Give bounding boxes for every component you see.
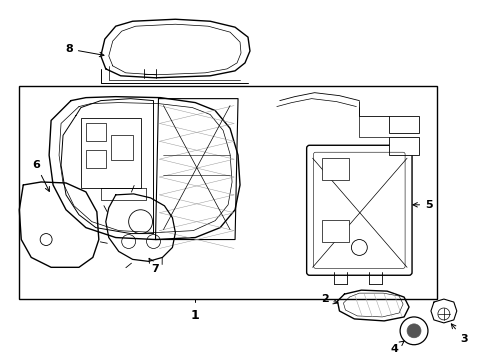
Bar [19, 86, 437, 299]
Text: 3: 3 [451, 324, 467, 344]
Bar [86, 150, 106, 168]
Text: 7: 7 [149, 258, 159, 274]
Text: 5: 5 [413, 200, 433, 210]
Text: 1: 1 [191, 309, 199, 322]
Text: 8: 8 [65, 44, 104, 57]
Circle shape [407, 324, 421, 338]
Bar [389, 116, 419, 133]
Bar [389, 137, 419, 155]
Bar [86, 123, 106, 141]
FancyBboxPatch shape [307, 145, 412, 275]
Bar [321, 220, 349, 242]
Bar [321, 158, 349, 180]
Text: 4: 4 [390, 341, 404, 354]
Text: 2: 2 [320, 294, 338, 304]
Text: 6: 6 [32, 160, 49, 192]
Bar [111, 135, 133, 160]
Bar [81, 118, 141, 188]
